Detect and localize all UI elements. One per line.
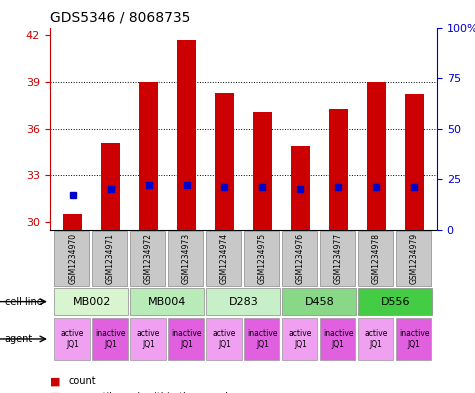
FancyBboxPatch shape bbox=[206, 318, 242, 360]
Text: inactive
JQ1: inactive JQ1 bbox=[95, 329, 126, 349]
Text: GSM1234974: GSM1234974 bbox=[220, 233, 229, 284]
FancyBboxPatch shape bbox=[130, 288, 204, 315]
FancyBboxPatch shape bbox=[396, 318, 431, 360]
Text: active
JQ1: active JQ1 bbox=[61, 329, 85, 349]
Text: inactive
JQ1: inactive JQ1 bbox=[171, 329, 202, 349]
Text: ■: ■ bbox=[50, 376, 60, 386]
FancyBboxPatch shape bbox=[168, 231, 203, 286]
Text: D556: D556 bbox=[380, 297, 410, 307]
Text: active
JQ1: active JQ1 bbox=[289, 329, 312, 349]
Text: percentile rank within the sample: percentile rank within the sample bbox=[69, 392, 234, 393]
Text: inactive
JQ1: inactive JQ1 bbox=[399, 329, 429, 349]
FancyBboxPatch shape bbox=[282, 288, 356, 315]
FancyBboxPatch shape bbox=[55, 231, 89, 286]
Bar bbox=[253, 112, 272, 230]
Text: GSM1234977: GSM1234977 bbox=[334, 233, 343, 284]
FancyBboxPatch shape bbox=[168, 318, 204, 360]
FancyBboxPatch shape bbox=[92, 231, 127, 286]
Text: cell line: cell line bbox=[5, 297, 42, 307]
FancyBboxPatch shape bbox=[358, 318, 393, 360]
Text: GSM1234976: GSM1234976 bbox=[296, 233, 305, 284]
Text: D458: D458 bbox=[304, 297, 334, 307]
Text: active
JQ1: active JQ1 bbox=[213, 329, 236, 349]
FancyBboxPatch shape bbox=[244, 231, 279, 286]
Text: GSM1234973: GSM1234973 bbox=[182, 233, 191, 284]
Text: GSM1234975: GSM1234975 bbox=[258, 233, 267, 284]
FancyBboxPatch shape bbox=[282, 231, 317, 286]
FancyBboxPatch shape bbox=[396, 231, 431, 286]
Text: active
JQ1: active JQ1 bbox=[137, 329, 160, 349]
FancyBboxPatch shape bbox=[206, 288, 280, 315]
FancyBboxPatch shape bbox=[55, 318, 90, 360]
FancyBboxPatch shape bbox=[320, 231, 355, 286]
Text: active
JQ1: active JQ1 bbox=[365, 329, 388, 349]
FancyBboxPatch shape bbox=[358, 231, 393, 286]
Bar bbox=[329, 109, 348, 230]
FancyBboxPatch shape bbox=[130, 231, 165, 286]
Bar bbox=[291, 146, 310, 230]
Bar bbox=[405, 94, 424, 230]
Text: count: count bbox=[69, 376, 96, 386]
FancyBboxPatch shape bbox=[244, 318, 279, 360]
Bar bbox=[177, 40, 196, 230]
Bar bbox=[63, 213, 82, 230]
Text: GSM1234971: GSM1234971 bbox=[106, 233, 115, 284]
Text: agent: agent bbox=[5, 334, 33, 344]
Text: ■: ■ bbox=[50, 392, 60, 393]
Bar bbox=[101, 143, 120, 230]
Text: inactive
JQ1: inactive JQ1 bbox=[323, 329, 353, 349]
FancyBboxPatch shape bbox=[92, 318, 128, 360]
Bar bbox=[139, 82, 158, 230]
Text: GDS5346 / 8068735: GDS5346 / 8068735 bbox=[50, 11, 190, 25]
Text: inactive
JQ1: inactive JQ1 bbox=[247, 329, 278, 349]
Bar bbox=[215, 93, 234, 230]
FancyBboxPatch shape bbox=[206, 231, 241, 286]
Text: GSM1234978: GSM1234978 bbox=[372, 233, 381, 284]
FancyBboxPatch shape bbox=[358, 288, 432, 315]
FancyBboxPatch shape bbox=[130, 318, 166, 360]
Bar bbox=[367, 82, 386, 230]
Text: GSM1234970: GSM1234970 bbox=[68, 233, 77, 284]
Text: MB004: MB004 bbox=[148, 297, 187, 307]
Text: GSM1234979: GSM1234979 bbox=[410, 233, 419, 284]
FancyBboxPatch shape bbox=[282, 318, 317, 360]
Text: MB002: MB002 bbox=[72, 297, 111, 307]
FancyBboxPatch shape bbox=[320, 318, 355, 360]
FancyBboxPatch shape bbox=[55, 288, 128, 315]
Text: D283: D283 bbox=[228, 297, 258, 307]
Text: GSM1234972: GSM1234972 bbox=[144, 233, 153, 284]
